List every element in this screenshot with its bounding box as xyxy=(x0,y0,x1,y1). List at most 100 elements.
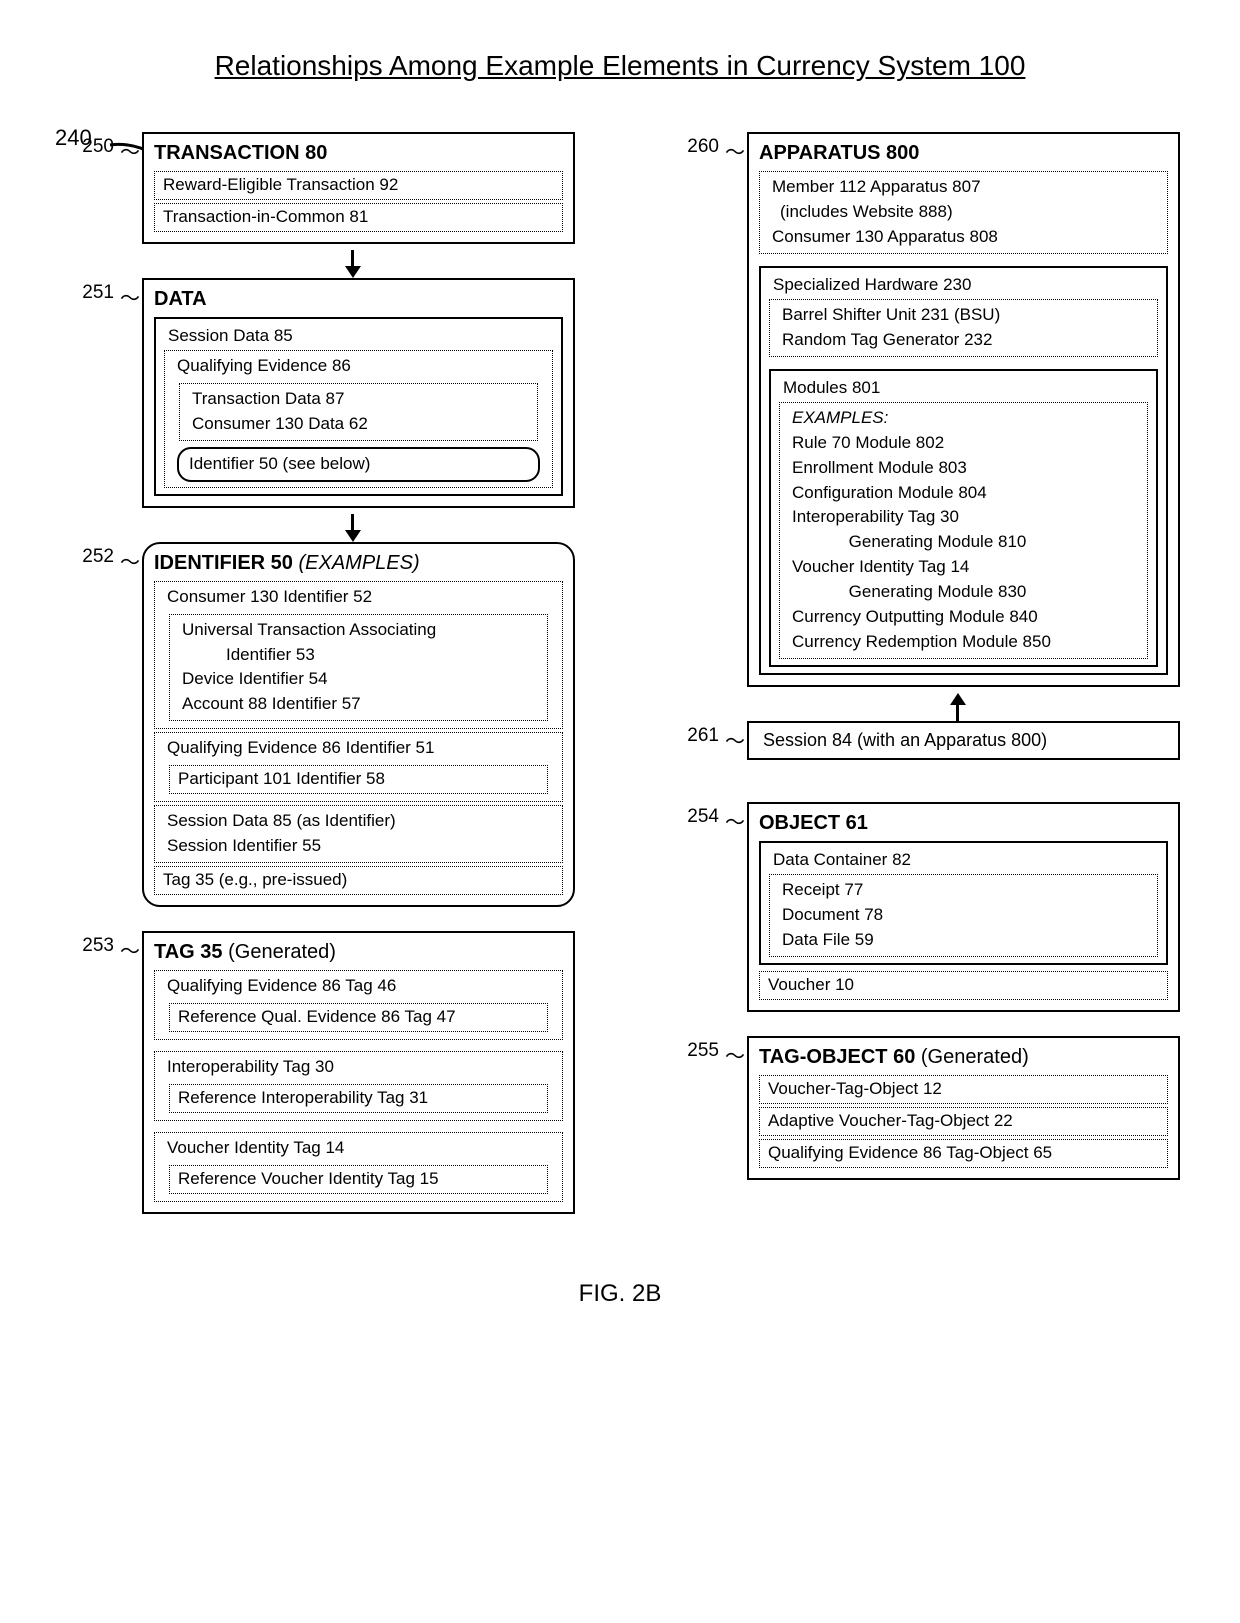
qe-box: Qualifying Evidence 86 Transaction Data … xyxy=(164,350,553,488)
tag-line: Tag 35 (e.g., pre-issued) xyxy=(154,866,563,895)
tilde-icon: 〜 xyxy=(725,132,745,165)
modules-items: EXAMPLES: Rule 70 Module 802 Enrollment … xyxy=(779,402,1148,659)
tilde-icon: 〜 xyxy=(120,931,140,964)
box-identifier: IDENTIFIER 50 (EXAMPLES) Consumer 130 Id… xyxy=(142,542,575,907)
voucher: Voucher 10 xyxy=(759,971,1168,1000)
box-title: OBJECT 61 xyxy=(759,812,1168,835)
tilde-icon: 〜 xyxy=(120,132,140,165)
tilde-icon: 〜 xyxy=(725,802,745,835)
hw-items: Barrel Shifter Unit 231 (BSU) Random Tag… xyxy=(769,299,1158,357)
ref-251: 251 xyxy=(54,278,114,304)
box-title: TAG-OBJECT 60 (Generated) xyxy=(759,1046,1168,1069)
label: Qualifying Evidence 86 xyxy=(173,354,544,379)
box-261-row: 261 〜 Session 84 (with an Apparatus 800) xyxy=(665,721,1180,760)
box-254-row: 254 〜 OBJECT 61 Data Container 82 Receip… xyxy=(665,802,1180,1012)
identifier-ref: Identifier 50 (see below) xyxy=(177,447,540,482)
ref-261: 261 xyxy=(659,721,719,747)
ref-254: 254 xyxy=(659,802,719,828)
page-title: Relationships Among Example Elements in … xyxy=(60,50,1180,82)
item: Receipt 77 xyxy=(778,878,1149,903)
item: Document 78 xyxy=(778,903,1149,928)
left-column: 250 〜 TRANSACTION 80 Reward-Eligible Tra… xyxy=(60,132,575,1220)
item: Account 88 Identifier 57 xyxy=(178,692,539,717)
box-251-row: 251 〜 DATA Session Data 85 Qualifying Ev… xyxy=(60,278,575,508)
container-items: Receipt 77 Document 78 Data File 59 xyxy=(769,874,1158,957)
item: Voucher-Tag-Object 12 xyxy=(759,1075,1168,1104)
item: Generating Module 830 xyxy=(788,580,1139,605)
tilde-icon: 〜 xyxy=(725,721,745,754)
box-object: OBJECT 61 Data Container 82 Receipt 77 D… xyxy=(747,802,1180,1012)
label: Interoperability Tag 30 xyxy=(163,1055,554,1080)
item: Transaction-in-Common 81 xyxy=(154,203,563,232)
apparatus-top: Member 112 Apparatus 807 (includes Websi… xyxy=(759,171,1168,254)
tilde-icon: 〜 xyxy=(120,278,140,311)
item: Consumer 130 Data 62 xyxy=(188,412,529,437)
item: Qualifying Evidence 86 Tag-Object 65 xyxy=(759,1139,1168,1168)
label: Data Container 82 xyxy=(769,849,1158,871)
arrow-down-icon xyxy=(130,250,575,278)
figure-label: FIG. 2B xyxy=(60,1280,1180,1308)
item: Adaptive Voucher-Tag-Object 22 xyxy=(759,1107,1168,1136)
group2: Interoperability Tag 30 Reference Intero… xyxy=(154,1051,563,1121)
item: (includes Website 888) xyxy=(768,200,1159,225)
right-column: 260 〜 APPARATUS 800 Member 112 Apparatus… xyxy=(665,132,1180,1220)
label: Specialized Hardware 230 xyxy=(769,274,1158,296)
arrow-down-icon xyxy=(130,514,575,542)
box-252-row: 252 〜 IDENTIFIER 50 (EXAMPLES) Consumer … xyxy=(60,542,575,907)
item: Device Identifier 54 xyxy=(178,667,539,692)
item: Reference Interoperability Tag 31 xyxy=(169,1084,548,1113)
tilde-icon: 〜 xyxy=(120,542,140,575)
label: Qualifying Evidence 86 Tag 46 xyxy=(163,974,554,999)
columns-container: 250 〜 TRANSACTION 80 Reward-Eligible Tra… xyxy=(60,132,1180,1220)
box-255-row: 255 〜 TAG-OBJECT 60 (Generated) Voucher-… xyxy=(665,1036,1180,1180)
item: Session Identifier 55 xyxy=(163,834,554,859)
box-250-row: 250 〜 TRANSACTION 80 Reward-Eligible Tra… xyxy=(60,132,575,244)
item: Barrel Shifter Unit 231 (BSU) xyxy=(778,303,1149,328)
item: Generating Module 810 xyxy=(788,530,1139,555)
item: Universal Transaction Associating xyxy=(178,618,539,643)
tilde-icon: 〜 xyxy=(725,1036,745,1069)
session-id-box: Session Data 85 (as Identifier) Session … xyxy=(154,805,563,863)
item: Reward-Eligible Transaction 92 xyxy=(154,171,563,200)
arrow-up-icon xyxy=(735,693,1180,721)
box-transaction: TRANSACTION 80 Reward-Eligible Transacti… xyxy=(142,132,575,244)
label: Consumer 130 Identifier 52 xyxy=(163,585,554,610)
label: Voucher Identity Tag 14 xyxy=(163,1136,554,1161)
examples-label: EXAMPLES: xyxy=(788,406,1139,431)
item: Random Tag Generator 232 xyxy=(778,328,1149,353)
item: Session Data 85 (as Identifier) xyxy=(163,809,554,834)
modules-box: Modules 801 EXAMPLES: Rule 70 Module 802… xyxy=(769,369,1158,667)
box-data: DATA Session Data 85 Qualifying Evidence… xyxy=(142,278,575,508)
box-title: TRANSACTION 80 xyxy=(154,142,563,165)
item: Enrollment Module 803 xyxy=(788,456,1139,481)
container-box: Data Container 82 Receipt 77 Document 78… xyxy=(759,841,1168,965)
label: Modules 801 xyxy=(779,377,1148,399)
item: Transaction Data 87 xyxy=(188,387,529,412)
item: Reference Qual. Evidence 86 Tag 47 xyxy=(169,1003,548,1032)
item: Rule 70 Module 802 xyxy=(788,431,1139,456)
diagram-page: Relationships Among Example Elements in … xyxy=(0,0,1240,1348)
item: Currency Redemption Module 850 xyxy=(788,630,1139,655)
group3: Voucher Identity Tag 14 Reference Vouche… xyxy=(154,1132,563,1202)
box-apparatus: APPARATUS 800 Member 112 Apparatus 807 (… xyxy=(747,132,1180,687)
box-253-row: 253 〜 TAG 35 (Generated) Qualifying Evid… xyxy=(60,931,575,1214)
qe-items: Transaction Data 87 Consumer 130 Data 62 xyxy=(179,383,538,441)
consumer-items: Universal Transaction Associating Identi… xyxy=(169,614,548,722)
label: Session Data 85 xyxy=(164,325,553,347)
ref-260: 260 xyxy=(659,132,719,158)
label: Qualifying Evidence 86 Identifier 51 xyxy=(163,736,554,761)
ref-252: 252 xyxy=(54,542,114,568)
ref-253: 253 xyxy=(54,931,114,957)
item: Interoperability Tag 30 xyxy=(788,505,1139,530)
item: Reference Voucher Identity Tag 15 xyxy=(169,1165,548,1194)
item: Configuration Module 804 xyxy=(788,481,1139,506)
box-title: TAG 35 (Generated) xyxy=(154,941,563,964)
box-session: Session 84 (with an Apparatus 800) xyxy=(747,721,1180,760)
group1: Qualifying Evidence 86 Tag 46 Reference … xyxy=(154,970,563,1040)
item: Member 112 Apparatus 807 xyxy=(768,175,1159,200)
item: Identifier 53 xyxy=(178,643,539,668)
session-text: Session 84 (with an Apparatus 800) xyxy=(759,729,1168,752)
consumer-id-box: Consumer 130 Identifier 52 Universal Tra… xyxy=(154,581,563,730)
box-tag-object: TAG-OBJECT 60 (Generated) Voucher-Tag-Ob… xyxy=(747,1036,1180,1180)
item: Consumer 130 Apparatus 808 xyxy=(768,225,1159,250)
